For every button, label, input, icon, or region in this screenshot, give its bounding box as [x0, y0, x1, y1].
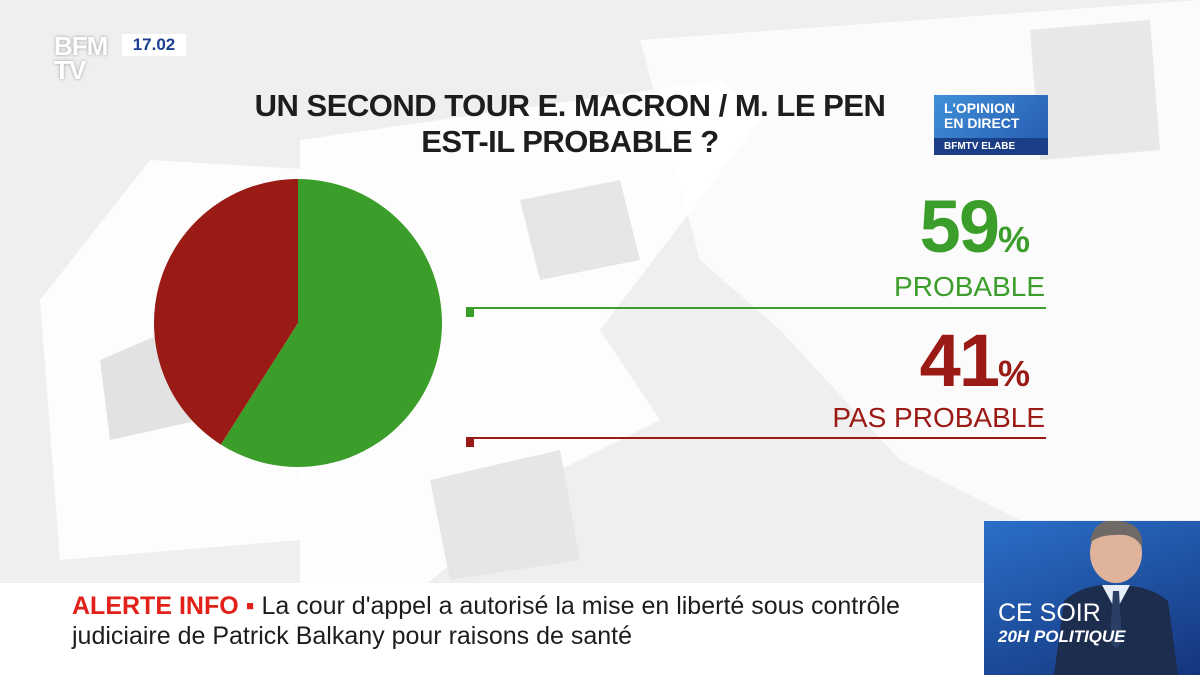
badge-line3: BFMTV ELABE	[934, 138, 1048, 155]
news-ticker: ALERTE INFO ▪ La cour d'appel a autorisé…	[0, 583, 984, 675]
pie-chart	[154, 179, 443, 467]
value-label-pas-probable: 41%	[850, 324, 1030, 411]
logo-text-line1: BFM	[54, 31, 108, 61]
percent-sign-probable: %	[997, 219, 1030, 260]
chart-title: UN SECOND TOUR E. MACRON / M. LE PEN EST…	[200, 88, 940, 160]
chart-title-line2: EST-IL PROBABLE ?	[421, 124, 719, 159]
separator-line-pas-probable	[466, 437, 1046, 439]
chart-title-line1: UN SECOND TOUR E. MACRON / M. LE PEN	[254, 88, 886, 123]
logo-text-line2: TV	[54, 55, 86, 85]
ticker-block: ALERTE INFO ▪ La cour d'appel a autorisé…	[72, 591, 972, 651]
badge-line2: EN DIRECT	[944, 115, 1020, 131]
legend-label-probable: PROBABLE	[894, 271, 1045, 302]
percent-sign-pas-probable: %	[997, 353, 1030, 394]
value-number-probable: 59	[919, 185, 1000, 268]
presenter-photo	[1054, 521, 1178, 675]
bfmtv-logo: BFM TV	[54, 33, 114, 85]
value-number-pas-probable: 41	[919, 319, 1000, 402]
ticker-text: La cour d'appel a autorisé la mise en li…	[72, 592, 900, 650]
alert-bullet: ▪	[245, 592, 255, 620]
alert-label: ALERTE INFO	[72, 592, 239, 620]
separator-tick-pas-probable	[466, 439, 474, 447]
pie-slice-probable	[220, 179, 443, 467]
clock-time: 17.02	[122, 34, 186, 56]
value-label-probable: 59%	[850, 190, 1030, 277]
pie-slice-pas-probable	[154, 179, 298, 445]
separator-tick-probable	[466, 309, 474, 317]
separator-line-probable	[466, 307, 1046, 309]
show-promo: CE SOIR 20H POLITIQUE	[984, 521, 1200, 675]
badge-line1: L'OPINION	[944, 100, 1015, 116]
opinion-badge: L'OPINION EN DIRECT BFMTV ELABE	[934, 95, 1048, 155]
legend-label-pas-probable: PAS PROBABLE	[832, 402, 1045, 433]
promo-line2: 20H POLITIQUE	[998, 627, 1126, 646]
promo-line1: CE SOIR	[998, 599, 1101, 627]
